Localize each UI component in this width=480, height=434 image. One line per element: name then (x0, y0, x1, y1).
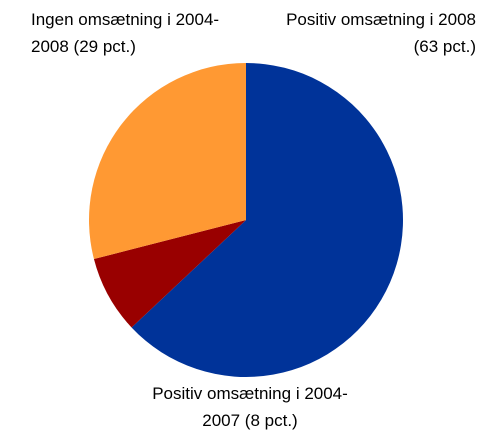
pie-slice (89, 63, 246, 260)
slice-label: Positiv omsætning i 2004-2007 (8 pct.) (152, 384, 348, 430)
pie-slice (131, 63, 404, 378)
pie-slice (93, 220, 247, 328)
slice-label: Positiv omsætning i 2008 (63 pct.) (286, 10, 476, 56)
slice-label: Ingen omsætning i 2004-2008 (29 pct.) (31, 10, 220, 56)
